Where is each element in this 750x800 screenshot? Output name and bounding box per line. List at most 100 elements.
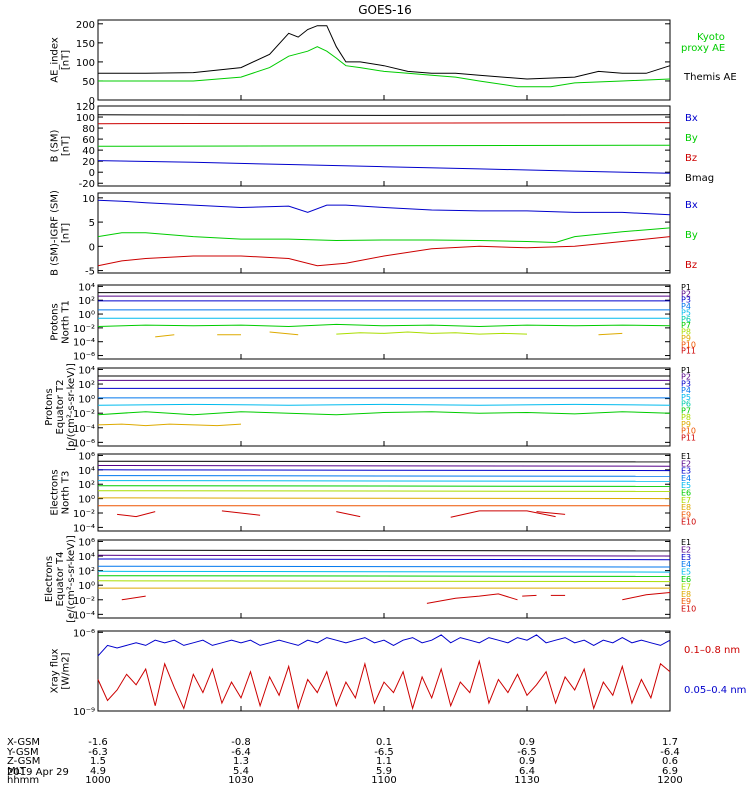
legend-entry: E1 [681,538,691,547]
y-tick-label: 0 [89,242,95,253]
y-axis-label: Xray flux [50,649,61,694]
legend-entry: Bx [685,200,698,211]
y-tick-label: 10² [78,480,95,491]
legend-entry: E9 [681,510,691,519]
ephemeris-value: 4.9 [90,766,106,777]
y-axis-label: AE_index [50,37,61,83]
series-line [598,332,623,336]
y-axis-label: North T1 [61,300,72,344]
series-line [97,423,242,427]
series-line [97,634,671,657]
y-tick-label: 10⁰ [78,495,95,506]
legend-entry: E10 [681,518,696,527]
legend-entry: By [685,230,698,241]
y-axis-label: [e/(cm²-s-sr-keV)] [66,535,77,623]
legend-entry: P5 [681,393,691,402]
series-line [336,511,361,518]
ephemeris-value: -6.5 [517,747,537,758]
y-axis-label: Protons [50,303,61,340]
legend-entry: P3 [681,296,691,305]
panel-pn: 10⁴ 10² 10⁰ 10⁻² 10⁻⁴ 10⁻⁶ Protons North T1 P1P2… [50,282,697,362]
legend-entry: E4 [681,474,691,483]
legend-entry: P1 [681,283,691,292]
y-axis-label: [nT] [61,136,72,156]
legend-entry: P6 [681,315,691,324]
legend-entry: Bmag [685,173,714,184]
series-line [97,497,671,500]
ephemeris-row-label: hhmm [7,775,39,786]
y-tick-label: 100 [76,58,95,69]
y-tick-label: 200 [76,20,95,31]
y-axis-label: Protons [44,388,55,425]
panel-frame [97,19,671,101]
series-line [97,236,671,267]
legend-entry: E8 [681,590,691,599]
series-line [97,460,671,463]
series-line [97,580,671,583]
y-axis-label: B (SM)-IGRF (SM) [50,190,61,276]
legend-entry: E7 [681,496,691,505]
ephemeris-value: -6.3 [88,747,108,758]
y-tick-label: 10⁻⁶ [73,628,95,639]
legend-entry: P6 [681,400,691,409]
y-tick-label: 10⁻² [73,409,95,420]
series-line [426,593,518,604]
series-line [97,549,671,552]
ephemeris-value: 0.9 [519,756,535,767]
series-line [97,490,671,492]
y-tick-label: 10⁴ [78,282,95,293]
legend-entry: P8 [681,413,691,422]
series-line [97,480,671,482]
series-line [98,25,671,80]
legend-entry: E6 [681,575,691,584]
y-tick-label: 10⁶ [78,451,95,462]
series-line [97,465,671,467]
legend-entry: E2 [681,459,691,468]
legend-entry: Themis AE [683,72,737,83]
ephemeris-row-label: Y-GSM [6,747,39,758]
legend-entry: P5 [681,308,691,317]
series-line [336,331,528,335]
series-line [97,199,671,216]
series-line [97,485,671,487]
y-tick-label: 80 [82,124,95,135]
y-tick-label: 50 [82,77,95,88]
series-line [97,475,671,477]
panel-frame [97,539,671,619]
series-line [97,469,671,472]
ephemeris-value: 5.9 [376,766,392,777]
legend-entry: P4 [681,386,691,395]
series-line [97,570,671,573]
series-line [97,659,671,711]
legend-entry: Kyoto [697,32,725,43]
legend-entry: P2 [681,373,691,382]
series-line [155,334,175,338]
legend-entry: E2 [681,545,691,554]
y-tick-label: -20 [79,179,95,190]
ephemeris-value: 5.4 [233,766,249,777]
series-line [117,511,156,518]
ephemeris-value: 0.9 [519,737,535,748]
y-tick-label: 10⁻⁴ [73,610,95,621]
legend-entry: P8 [681,328,691,337]
series-line [121,595,146,601]
y-axis-label: [nT] [61,223,72,243]
y-tick-label: 10² [78,567,95,578]
series-line [450,510,556,518]
legend-entry: By [685,133,698,144]
y-tick-label: 10⁻⁶ [73,438,95,449]
legend-entry: P3 [681,379,691,388]
ephemeris-value: 6.4 [519,766,535,777]
y-tick-label: 10⁻⁶ [73,352,95,363]
legend-entry: P7 [681,321,691,330]
ephemeris-value: 1000 [85,775,110,786]
legend-entry: E10 [681,605,696,614]
panel-frame [97,367,671,447]
legend-entry: E5 [681,568,691,577]
series-line [97,160,671,174]
legend-entry: 0.1–0.8 nm [684,645,740,656]
